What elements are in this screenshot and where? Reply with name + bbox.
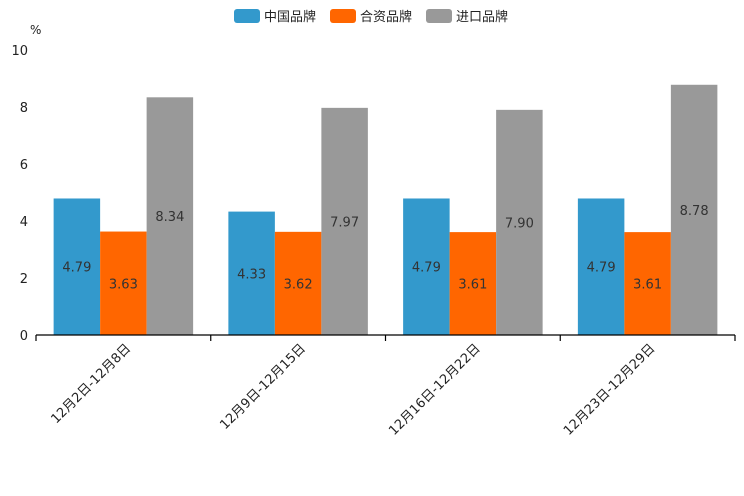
data-label: 4.79 [412,261,441,276]
bar-1-2[interactable] [228,211,275,335]
data-label: 8.78 [680,204,709,219]
y-tick-label: 8 [20,101,28,116]
y-tick-label: 2 [20,272,28,287]
data-label: 3.62 [284,277,313,292]
legend-swatch-3[interactable] [426,9,452,23]
legend-label-3[interactable]: 进口品牌 [456,9,508,25]
data-label: 7.90 [505,216,534,231]
legend-swatch-2[interactable] [330,9,356,23]
bar-3-4[interactable] [670,84,718,336]
data-label: 7.97 [330,215,359,230]
legend-label-1[interactable]: 中国品牌 [264,9,316,25]
bar-2-1[interactable] [100,231,147,335]
bar-1-4[interactable] [577,198,625,335]
bar-2-2[interactable] [274,231,322,335]
x-axis: 12月2日-12月8日 12月9日-12月15日 12月16日-12月22日 12月2… [35,334,736,439]
data-labels-group: 4.79 3.63 8.34 4.33 3.62 7.97 4.79 3.61 7.90 4.79… [62,204,708,293]
data-label: 4.79 [587,261,616,276]
legend-swatch-1[interactable] [234,9,260,23]
bar-3-3[interactable] [496,109,543,335]
data-label: 3.63 [109,277,138,292]
y-tick-label: 10 [11,44,28,59]
data-label: 4.79 [62,261,91,276]
bar-3-1[interactable] [146,97,194,335]
bar-series-group [53,84,718,336]
bar-2-4[interactable] [624,232,671,335]
data-label: 4.33 [237,267,266,282]
data-label: 3.61 [458,278,487,293]
data-label: 8.34 [155,210,184,225]
x-tick-label: 12月23日-12月29日 [561,341,658,438]
bar-1-3[interactable] [403,198,450,335]
y-tick-label: 0 [20,329,28,344]
x-tick-label: 12月16日-12月22日 [386,341,483,438]
bar-1-1[interactable] [53,198,101,335]
y-axis-ticks: 0 2 4 6 8 10 [11,44,28,344]
data-label: 3.61 [633,278,662,293]
y-tick-label: 4 [20,215,28,230]
bar-2-3[interactable] [449,232,497,335]
x-tick-label: 12月9日-12月15日 [217,341,309,433]
bar-3-2[interactable] [321,107,368,335]
legend-label-2[interactable]: 合资品牌 [360,9,412,25]
x-tick-label: 12月2日-12月8日 [48,341,134,427]
y-axis-unit-label: % [30,23,41,37]
chart-legend: 中国品牌 合资品牌 进口品牌 [234,9,508,25]
y-tick-label: 6 [20,158,28,173]
